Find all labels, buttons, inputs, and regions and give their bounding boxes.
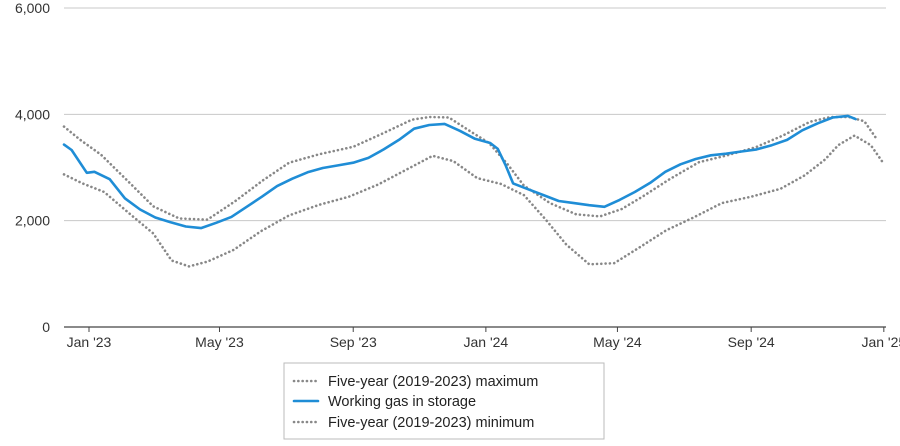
series-lines [62, 114, 886, 268]
y-tick-label: 2,000 [15, 213, 50, 229]
x-tick-label: Jan '23 [67, 334, 112, 350]
series-line-2 [62, 134, 886, 268]
legend-label-2: Five-year (2019-2023) minimum [328, 415, 534, 431]
legend-label-0: Five-year (2019-2023) maximum [328, 374, 538, 390]
y-tick-label: 4,000 [15, 106, 50, 122]
tick-labels: 0 2,000 4,000 6,000 Jan '23 May '23 Sep '23 Jan… [15, 0, 900, 350]
legend-label-1: Working gas in storage [328, 394, 476, 410]
x-tick-label: Sep '23 [330, 334, 377, 350]
series-line-1 [62, 114, 857, 230]
x-tick-label: May '24 [593, 334, 642, 350]
x-tick-label: Jan '25 [861, 334, 900, 350]
x-tick-label: Sep '24 [728, 334, 775, 350]
y-tick-label: 0 [42, 319, 50, 335]
axes [64, 326, 886, 332]
x-tick-label: May '23 [195, 334, 244, 350]
legend: Five-year (2019-2023) maximum Working gas… [283, 362, 605, 440]
x-tick-label: Jan '24 [464, 334, 509, 350]
legend-box [283, 362, 605, 440]
gridlines [64, 7, 886, 222]
y-tick-label: 6,000 [15, 0, 50, 16]
series-line-0 [62, 115, 879, 221]
